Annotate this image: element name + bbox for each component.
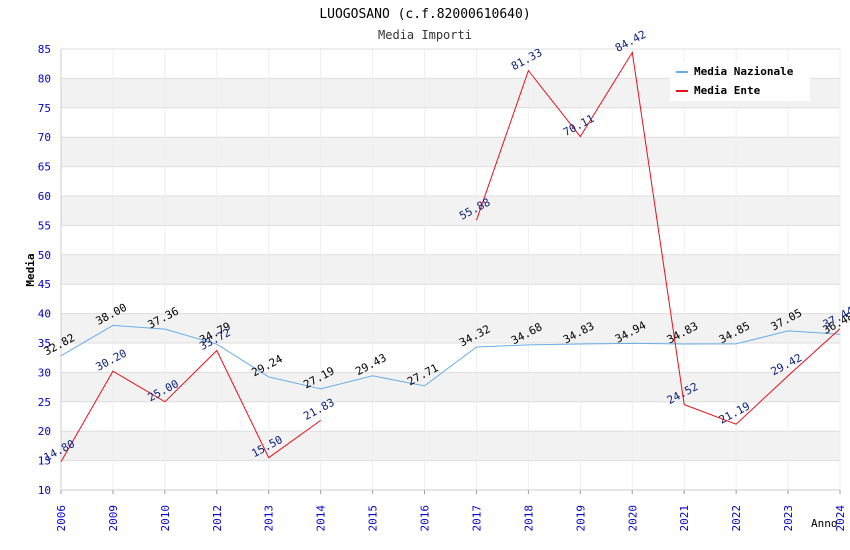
series-lines (60, 50, 841, 463)
grid-band (61, 137, 840, 167)
x-tick-label: 2010 (159, 505, 172, 532)
x-tick-label: 2012 (211, 505, 224, 532)
legend-box (670, 62, 810, 101)
y-tick-label: 65 (38, 161, 51, 174)
y-tick-label: 25 (38, 396, 51, 409)
x-tick-label: 2015 (367, 505, 380, 532)
x-axis-label: Anno (811, 517, 838, 530)
x-tick-label: 2014 (315, 505, 328, 532)
y-tick-label: 80 (38, 72, 51, 85)
series-line-media-ente (60, 349, 321, 463)
y-tick-label: 60 (38, 190, 51, 203)
grid-bands (61, 78, 840, 461)
y-tick-label: 40 (38, 308, 51, 321)
data-label-nazionale: 32.82 (42, 331, 77, 358)
y-tick-label: 70 (38, 131, 51, 144)
x-tick-label: 2023 (782, 505, 795, 532)
data-label-ente: 30.20 (94, 347, 129, 374)
grid-band (61, 431, 840, 461)
x-tick-label: 2009 (107, 505, 120, 532)
x-tick-label: 2016 (419, 505, 432, 532)
x-tick-label: 2024 (834, 505, 847, 532)
legend: Media Nazionale Media Ente (670, 62, 810, 101)
grid-band (61, 313, 840, 343)
x-tick-label: 2018 (522, 505, 535, 532)
data-label-ente: 21.19 (717, 400, 752, 427)
chart-title: LUOGOSANO (c.f.82000610640) (319, 7, 530, 22)
axes (60, 49, 841, 494)
x-tick-label: 2020 (626, 505, 639, 532)
y-tick-label: 20 (38, 425, 51, 438)
chart-subtitle: Media Importi (378, 28, 472, 42)
y-tick-label: 50 (38, 249, 51, 262)
x-tick-label: 2019 (574, 505, 587, 532)
x-tick-label: 2021 (678, 505, 691, 532)
y-tick-label: 10 (38, 484, 51, 497)
legend-label-nazionale: Media Nazionale (694, 65, 794, 78)
x-tick-label: 2006 (55, 505, 68, 532)
grid-band (61, 196, 840, 226)
x-tick-label: 2022 (730, 505, 743, 532)
x-tick-label: 2017 (470, 505, 483, 532)
data-label-ente: 81.33 (509, 46, 544, 73)
x-tick-label: 2013 (263, 505, 276, 532)
y-tick-label: 45 (38, 278, 51, 291)
series-line-media-ente (476, 50, 841, 425)
grid-band (61, 254, 840, 285)
y-tick-label: 30 (38, 366, 51, 379)
x-tick-labels: 2006 2009 2010 2012 2013 2014 2015 2016 2017 2018… (55, 505, 847, 532)
data-label-ente: 84.42 (613, 28, 648, 55)
y-tick-label: 35 (38, 337, 51, 350)
grid-lines (60, 48, 841, 491)
y-tick-label: 75 (38, 102, 51, 115)
series-line-media-nazionale (60, 324, 841, 390)
grid-band (61, 372, 840, 402)
y-axis-label: Media (24, 253, 37, 286)
legend-label-ente: Media Ente (694, 84, 761, 97)
y-tick-labels: 10 15 20 25 30 35 40 45 50 55 60 65 70 75 80 85 (38, 43, 51, 497)
y-tick-label: 55 (38, 219, 51, 232)
y-tick-label: 85 (38, 43, 51, 56)
y-tick-label: 15 (38, 455, 51, 468)
